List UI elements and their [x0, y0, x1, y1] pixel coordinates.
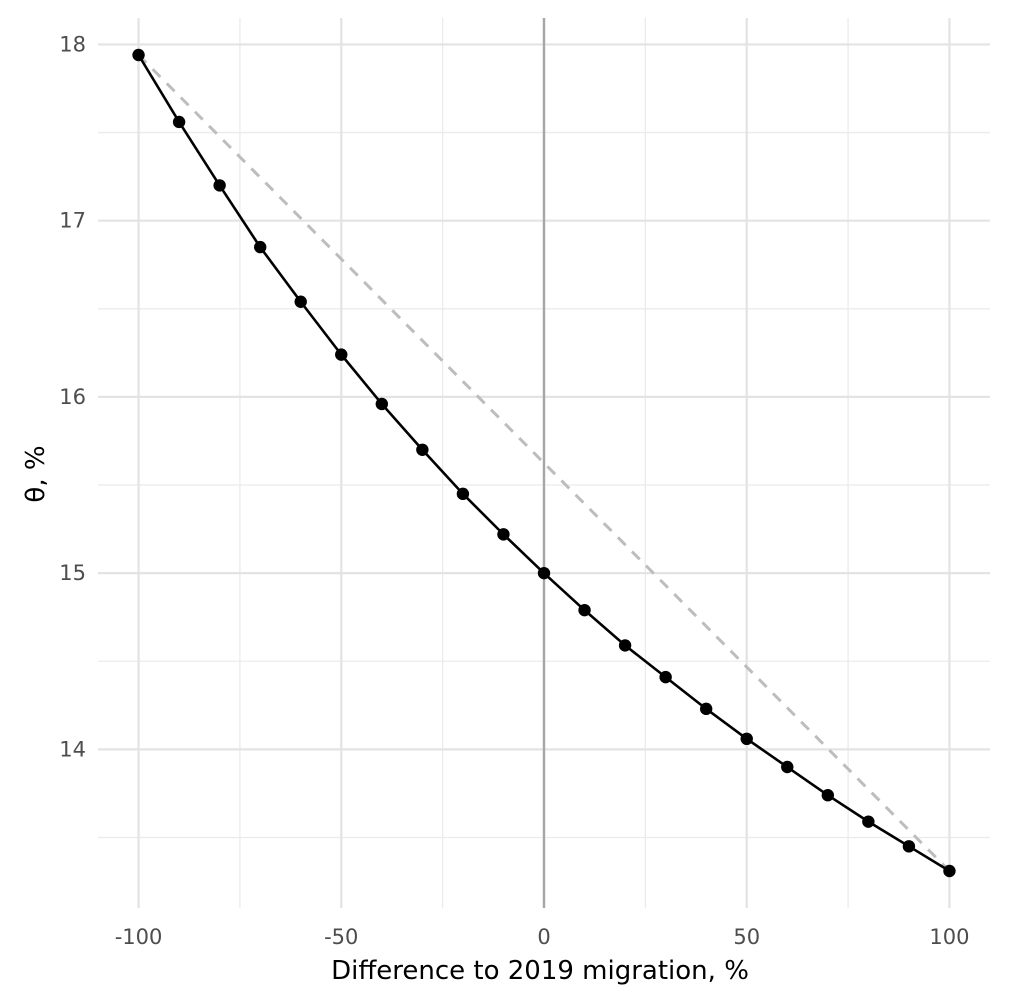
data-point	[172, 115, 186, 129]
y-axis-tick-labels: 14 15 16 17 18	[59, 32, 86, 761]
x-tick-label: 50	[733, 925, 760, 949]
x-axis-title: Difference to 2019 migration, %	[331, 956, 749, 986]
y-tick-label: 16	[59, 385, 86, 409]
y-tick-label: 17	[59, 209, 86, 233]
data-point	[943, 864, 956, 878]
data-point	[781, 760, 794, 774]
data-point	[578, 603, 591, 617]
data-point	[497, 528, 510, 541]
x-tick-label: 0	[537, 925, 550, 949]
x-tick-label: 100	[929, 925, 969, 949]
data-point	[659, 670, 672, 684]
data-point	[902, 840, 916, 853]
data-point	[253, 240, 267, 254]
y-tick-label: 18	[59, 32, 86, 56]
data-point	[740, 732, 753, 746]
y-tick-label: 15	[59, 561, 86, 585]
data-point	[537, 566, 551, 580]
x-axis-tick-labels: -100 -50 0 50 100	[115, 925, 970, 949]
x-tick-label: -100	[115, 925, 163, 949]
data-point	[862, 815, 875, 828]
data-point	[335, 348, 348, 361]
y-axis-title: θ, %	[21, 445, 51, 502]
data-point	[821, 789, 835, 802]
data-point	[699, 702, 713, 716]
data-point	[618, 639, 632, 652]
x-tick-label: -50	[324, 925, 358, 949]
data-point	[456, 487, 470, 501]
data-point	[416, 443, 429, 456]
data-point	[213, 179, 226, 192]
series-layer	[132, 48, 956, 878]
y-tick-label: 14	[59, 737, 86, 761]
data-point	[132, 48, 145, 62]
data-point	[375, 397, 389, 411]
data-point	[294, 295, 307, 308]
